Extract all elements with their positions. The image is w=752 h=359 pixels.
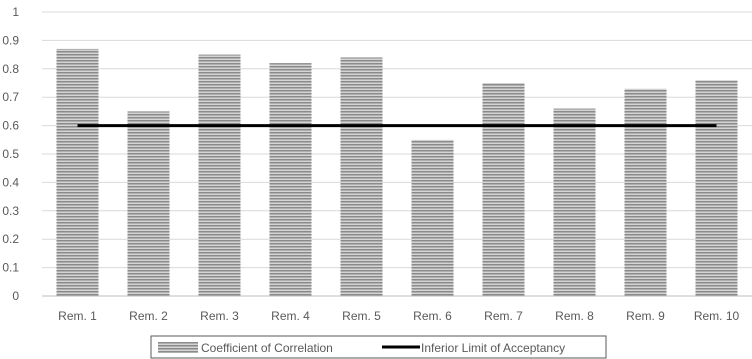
legend-box <box>150 335 607 359</box>
x-tick-label: Rem. 9 <box>626 309 665 323</box>
x-tick-label: Rem. 6 <box>413 309 452 323</box>
x-tick-label: Rem. 7 <box>484 309 523 323</box>
y-tick-label: 0.6 <box>2 119 19 133</box>
bar <box>198 54 241 296</box>
y-tick-label: 0.5 <box>2 147 19 161</box>
y-tick-label: 0.8 <box>2 62 19 76</box>
y-tick-label: 1 <box>12 5 19 19</box>
x-tick-label: Rem. 3 <box>200 309 239 323</box>
bar <box>482 83 525 296</box>
x-tick-label: Rem. 8 <box>555 309 594 323</box>
bar <box>624 88 667 297</box>
y-tick-label: 0.9 <box>2 33 19 47</box>
y-tick-label: 0.7 <box>2 90 19 104</box>
legend: Coefficient of Correlation Inferior Limi… <box>150 335 607 359</box>
y-tick-label: 0 <box>12 289 19 303</box>
y-tick-label: 0.1 <box>2 261 19 275</box>
x-tick-label: Rem. 4 <box>271 309 310 323</box>
bar <box>411 139 454 296</box>
y-tick-label: 0.2 <box>2 232 19 246</box>
x-tick-label: Rem. 1 <box>58 309 97 323</box>
bars <box>56 48 738 297</box>
legend-label-bars: Coefficient of Correlation <box>201 341 333 355</box>
bar <box>340 57 383 296</box>
legend-label-line: Inferior Limit of Acceptancy <box>421 341 565 355</box>
y-axis-ticks: 0 0.1 0.2 0.3 0.4 0.5 0.6 0.7 0.8 0.9 1 <box>2 5 19 303</box>
bar <box>695 80 738 296</box>
legend-swatch-bars <box>158 342 198 353</box>
bar <box>56 48 99 296</box>
y-tick-label: 0.3 <box>2 204 19 218</box>
x-tick-label: Rem. 10 <box>694 309 740 323</box>
bar <box>269 63 312 297</box>
x-axis-ticks: Rem. 1 Rem. 2 Rem. 3 Rem. 4 Rem. 5 Rem. 6 Rem.… <box>58 309 739 323</box>
y-tick-label: 0.4 <box>2 175 19 189</box>
bar <box>127 111 170 297</box>
x-tick-label: Rem. 2 <box>129 309 168 323</box>
bar <box>553 108 596 296</box>
x-tick-label: Rem. 5 <box>342 309 381 323</box>
